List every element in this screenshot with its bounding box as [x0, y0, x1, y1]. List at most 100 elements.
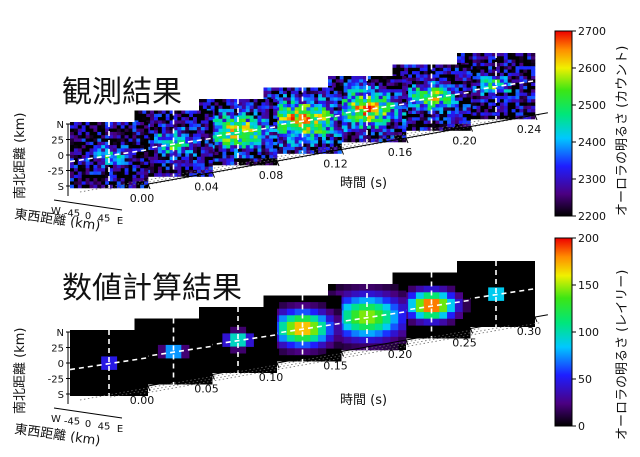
heatmap-cell	[476, 62, 481, 67]
heatmap-cell	[161, 136, 166, 141]
heatmap-cell	[245, 141, 250, 146]
heatmap-cell	[189, 136, 194, 141]
heatmap-cell	[136, 151, 141, 156]
frame-panel	[69, 330, 149, 396]
heatmap-cell	[318, 100, 323, 105]
heatmap-cell	[128, 178, 133, 182]
heatmap-cell	[370, 125, 376, 130]
heatmap-cell	[318, 143, 323, 148]
heatmap-cell	[515, 92, 520, 97]
heatmap-cell	[390, 102, 395, 106]
heatmap-cell	[359, 132, 364, 136]
heatmap-cell	[460, 59, 466, 64]
heatmap-cell	[347, 92, 352, 97]
heatmap-cell	[322, 87, 327, 92]
heatmap-cell	[144, 155, 149, 159]
heatmap-cell	[134, 117, 139, 121]
heatmap-cell	[238, 118, 243, 123]
heatmap-cell	[120, 171, 125, 176]
heatmap-cell	[185, 150, 190, 154]
heatmap-cell	[343, 284, 352, 291]
heatmap-cell	[169, 110, 174, 115]
heatmap-cell	[408, 117, 413, 121]
heatmap-cell	[165, 133, 170, 138]
heatmap-cell	[208, 127, 213, 131]
heatmap-cell	[415, 305, 424, 313]
heatmap-cell	[423, 74, 428, 78]
heatmap-cell	[527, 82, 532, 87]
heatmap-cell	[218, 161, 223, 166]
heatmap-cell	[394, 82, 399, 87]
heatmap-cell	[269, 132, 274, 136]
heatmap-cell	[476, 89, 481, 93]
heatmap-cell	[249, 141, 254, 146]
heatmap-cell	[181, 173, 186, 177]
heatmap-cell	[157, 143, 163, 148]
heatmap-cell	[431, 64, 436, 69]
heatmap-cell	[70, 141, 75, 146]
heatmap-cell	[398, 112, 403, 116]
heatmap-cell	[531, 79, 536, 83]
heatmap-cell	[241, 128, 247, 133]
heatmap-cell	[454, 64, 460, 69]
heatmap-cell	[398, 125, 403, 130]
heatmap-cell	[484, 115, 489, 120]
heatmap-cell	[499, 66, 505, 70]
heatmap-cell	[503, 62, 508, 67]
heatmap-cell	[427, 114, 432, 118]
heatmap-cell	[196, 113, 202, 118]
heatmap-cell	[105, 164, 110, 169]
heatmap-cell	[333, 117, 338, 121]
heatmap-cell	[367, 138, 372, 143]
heatmap-cell	[507, 59, 512, 64]
heatmap-cell	[70, 168, 75, 172]
heatmap-cell	[286, 120, 292, 125]
heatmap-cell	[531, 109, 536, 113]
heatmap-cell	[140, 171, 145, 176]
heatmap-cell	[476, 69, 481, 74]
heatmap-cell	[394, 109, 399, 113]
heatmap-cell	[347, 82, 352, 87]
heatmap-cell	[390, 89, 395, 93]
heatmap-cell	[462, 71, 467, 75]
heatmap-cell	[496, 79, 501, 83]
heatmap-cell	[402, 99, 407, 103]
heatmap-cell	[337, 130, 342, 134]
heatmap-cell	[370, 76, 376, 80]
heatmap-cell	[412, 107, 417, 111]
heatmap-cell	[120, 164, 125, 169]
heatmap-cell	[343, 128, 348, 133]
heatmap-cell	[484, 59, 489, 64]
heatmap-cell	[412, 67, 417, 72]
heatmap-cell	[400, 67, 405, 72]
heatmap-cell	[154, 163, 159, 167]
heatmap-cell	[374, 118, 379, 123]
heatmap-cell	[367, 128, 372, 133]
heatmap-cell	[415, 104, 421, 108]
time-tick	[212, 172, 215, 178]
heatmap-cell	[386, 112, 391, 116]
heatmap-cell	[335, 76, 340, 80]
heatmap-cell	[466, 74, 471, 78]
heatmap-cell	[210, 99, 215, 103]
heatmap-cell	[241, 158, 247, 162]
heatmap-cell	[322, 146, 327, 151]
heatmap-cell	[222, 135, 227, 139]
heatmap-cell	[279, 335, 288, 342]
heatmap-cell	[359, 336, 368, 344]
heatmap-cell	[402, 118, 407, 123]
heatmap-cell	[294, 97, 299, 101]
heatmap-cell	[290, 94, 295, 98]
heatmap-cell	[492, 69, 497, 74]
heatmap-cell	[507, 62, 512, 67]
heatmap-cell	[343, 323, 352, 331]
time-tick	[341, 351, 344, 357]
heatmap-cell	[269, 105, 274, 110]
heatmap-cell	[333, 137, 338, 141]
heatmap-cell	[306, 100, 311, 105]
heatmap-cell	[238, 99, 243, 103]
heatmap-cell	[374, 85, 379, 90]
heatmap-cell	[363, 109, 368, 113]
